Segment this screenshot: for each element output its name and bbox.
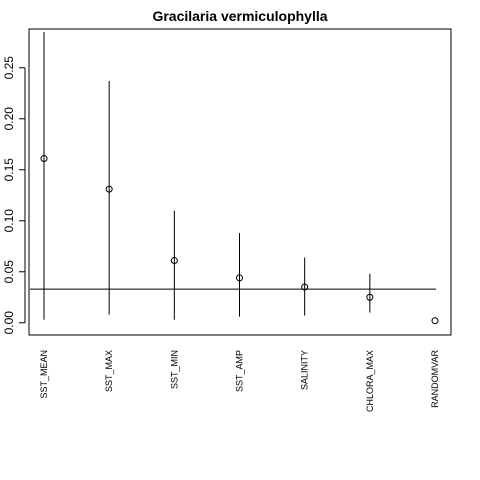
data-point xyxy=(170,257,178,265)
x-tick-label: SALINITY xyxy=(300,350,310,390)
x-tick-label: SST_MAX xyxy=(104,350,114,392)
y-tick-label: 0.15 xyxy=(2,158,16,182)
x-tick-label: RANDOMVAR xyxy=(430,350,440,408)
data-point xyxy=(366,293,374,301)
y-tick-label: 0.10 xyxy=(2,209,16,233)
y-tick-label: 0.20 xyxy=(2,107,16,131)
data-point xyxy=(431,317,439,325)
y-tick-label: 0.00 xyxy=(2,311,16,335)
data-point xyxy=(40,155,48,163)
chart-title: Gracilaria vermiculophylla xyxy=(152,8,327,24)
y-tick-label: 0.05 xyxy=(2,260,16,284)
plot-frame xyxy=(28,28,452,336)
x-tick-label: SST_MIN xyxy=(169,350,179,389)
data-point xyxy=(301,283,309,291)
x-tick-label: SST_AMP xyxy=(235,350,245,392)
data-marks xyxy=(40,32,439,325)
x-tick-labels: SST_MEAN SST_MAX SST_MIN SST_AMP SALINITY CHL… xyxy=(39,350,440,413)
x-tick-label: SST_MEAN xyxy=(39,350,49,399)
data-point xyxy=(236,274,243,282)
data-point xyxy=(105,185,113,193)
y-tick-label: 0.25 xyxy=(2,56,16,80)
y-ticks: 0.00 0.05 0.10 0.15 0.20 0.25 xyxy=(2,56,25,335)
x-tick-label: CHLORA_MAX xyxy=(365,350,375,412)
